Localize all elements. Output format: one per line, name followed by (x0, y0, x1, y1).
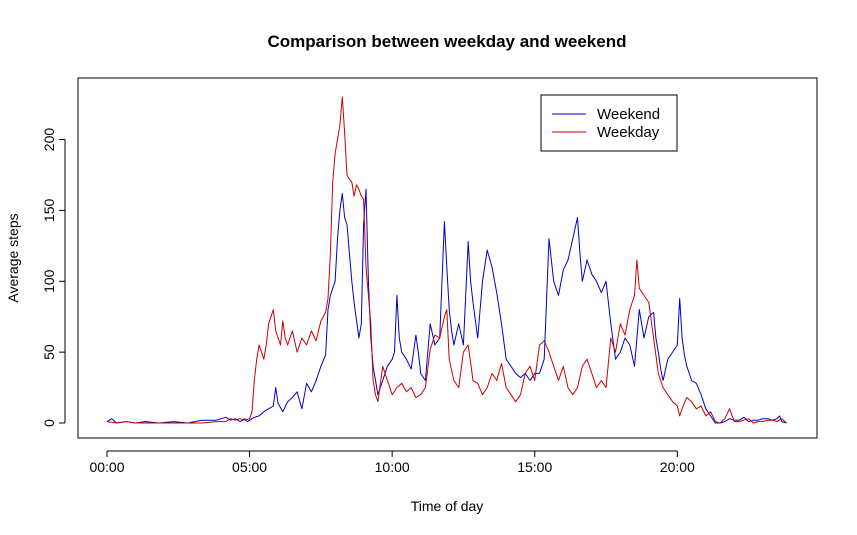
series-line-weekday (106, 96, 787, 424)
chart-title: Comparison between weekday and weekend (267, 32, 626, 51)
legend-label-weekend: Weekend (597, 106, 660, 123)
plot-area-frame (77, 77, 818, 439)
y-tick-label: 50 (41, 344, 57, 360)
legend: Weekend Weekday (540, 94, 678, 152)
x-tick-label: 15:00 (517, 459, 552, 475)
series-lines (106, 96, 787, 424)
y-tick-label: 200 (41, 128, 57, 152)
series-line-weekend (106, 188, 787, 424)
y-tick-label: 100 (41, 269, 57, 293)
y-tick-label: 150 (41, 198, 57, 222)
x-axis-label: Time of day (411, 498, 484, 514)
x-tick-label: 20:00 (660, 459, 695, 475)
y-axis-label: Average steps (5, 213, 21, 302)
y-axis: 0 50 100 150 200 (41, 128, 66, 427)
x-tick-label: 00:00 (89, 459, 124, 475)
x-axis: 00:00 05:00 10:00 15:00 20:00 (89, 450, 695, 475)
legend-box (540, 94, 678, 152)
y-tick-label: 0 (41, 419, 57, 427)
x-tick-label: 10:00 (375, 459, 410, 475)
legend-label-weekday: Weekday (597, 124, 660, 141)
x-tick-label: 05:00 (232, 459, 267, 475)
